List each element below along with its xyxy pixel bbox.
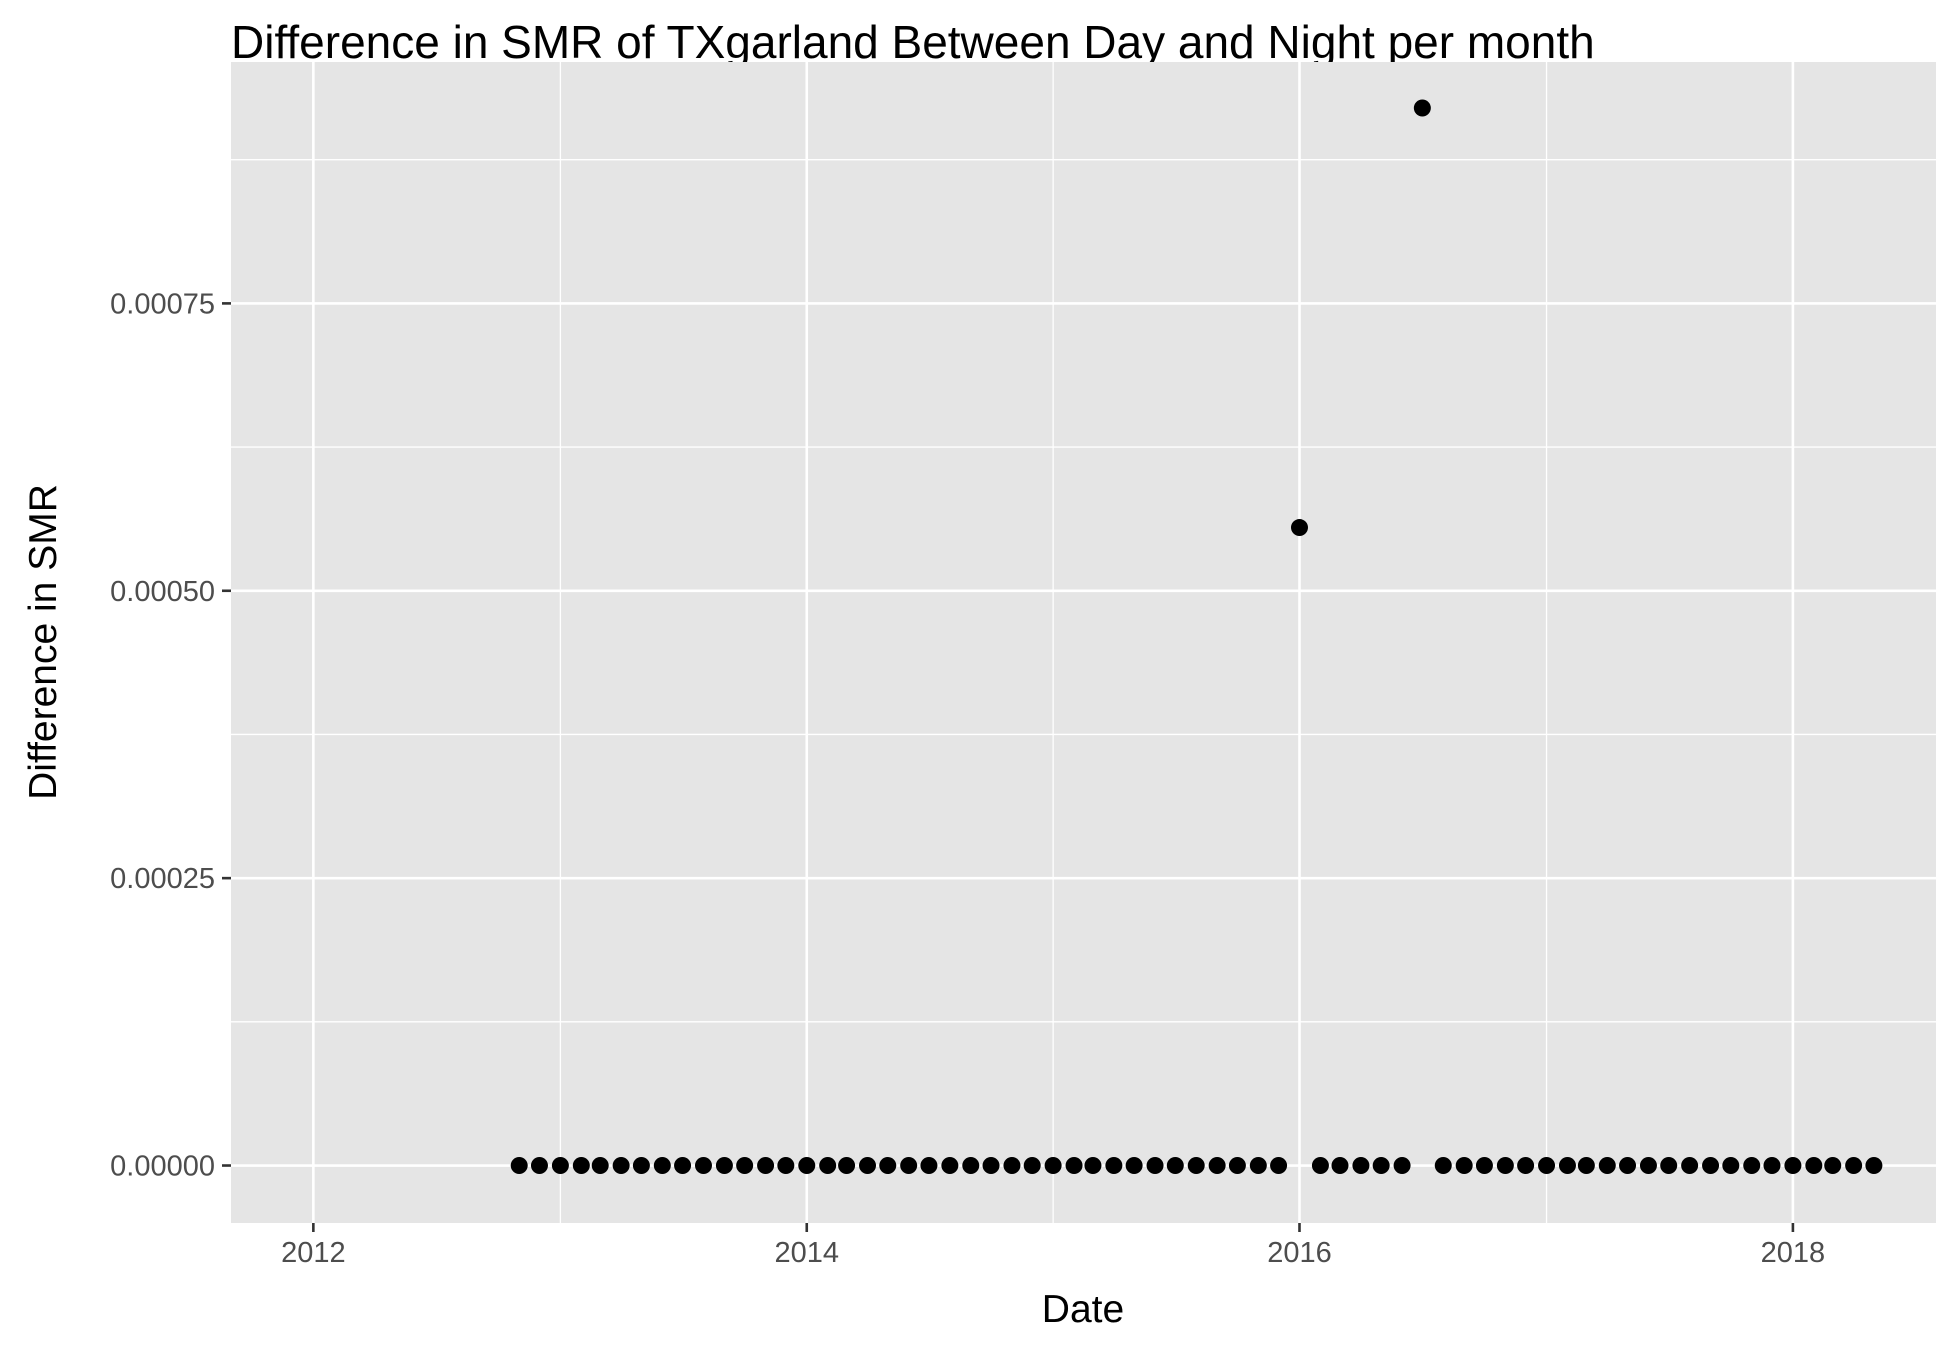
data-point xyxy=(674,1157,692,1175)
data-point xyxy=(1270,1157,1288,1175)
data-point xyxy=(1639,1157,1657,1175)
data-point xyxy=(900,1157,918,1175)
data-point xyxy=(1187,1157,1205,1175)
data-point xyxy=(1743,1157,1761,1175)
data-point xyxy=(1166,1157,1184,1175)
chart-title: Difference in SMR of TXgarland Between D… xyxy=(231,16,1595,68)
data-point xyxy=(819,1157,837,1175)
x-axis: 2012 2014 2016 2018 xyxy=(281,1223,1825,1269)
data-point xyxy=(1805,1157,1823,1175)
x-axis-title: Date xyxy=(1042,1288,1124,1331)
data-point xyxy=(694,1157,712,1175)
y-tick-label: 0.00025 xyxy=(110,863,215,895)
data-point xyxy=(1434,1157,1452,1175)
data-point xyxy=(1598,1157,1616,1175)
data-point xyxy=(982,1157,1000,1175)
data-point xyxy=(1702,1157,1720,1175)
data-point xyxy=(736,1157,754,1175)
data-point xyxy=(1763,1157,1781,1175)
data-point xyxy=(653,1157,671,1175)
data-point xyxy=(1290,519,1308,537)
data-point xyxy=(1249,1157,1267,1175)
minor-gridlines xyxy=(231,62,1936,1223)
data-point xyxy=(530,1157,548,1175)
data-point xyxy=(1455,1157,1473,1175)
data-point xyxy=(941,1157,959,1175)
data-point xyxy=(632,1157,650,1175)
data-point xyxy=(1517,1157,1535,1175)
data-point xyxy=(1084,1157,1102,1175)
data-point xyxy=(1681,1157,1699,1175)
y-tick-label: 0.00075 xyxy=(110,288,215,320)
data-point xyxy=(757,1157,775,1175)
data-point xyxy=(879,1157,897,1175)
data-point xyxy=(962,1157,980,1175)
data-point xyxy=(1660,1157,1678,1175)
data-point xyxy=(1044,1157,1062,1175)
data-point xyxy=(1865,1157,1883,1175)
data-point xyxy=(1208,1157,1226,1175)
data-point xyxy=(1824,1157,1842,1175)
data-point xyxy=(572,1157,590,1175)
y-axis: 0.00000 0.00025 0.00050 0.00075 xyxy=(110,288,231,1183)
data-point xyxy=(777,1157,795,1175)
data-point xyxy=(1619,1157,1637,1175)
data-point xyxy=(1003,1157,1021,1175)
data-point xyxy=(859,1157,877,1175)
data-point xyxy=(591,1157,609,1175)
data-point xyxy=(1125,1157,1143,1175)
data-point xyxy=(1331,1157,1349,1175)
x-tick-label: 2016 xyxy=(1267,1237,1332,1269)
y-tick-label: 0.00000 xyxy=(110,1151,215,1183)
data-point xyxy=(1352,1157,1370,1175)
data-point xyxy=(920,1157,938,1175)
data-point xyxy=(1023,1157,1041,1175)
data-point xyxy=(1496,1157,1514,1175)
data-point xyxy=(612,1157,630,1175)
data-point xyxy=(715,1157,733,1175)
data-point xyxy=(1538,1157,1556,1175)
data-point xyxy=(1784,1157,1802,1175)
data-point xyxy=(798,1157,816,1175)
major-gridlines xyxy=(231,62,1936,1223)
data-point xyxy=(1065,1157,1083,1175)
x-tick-label: 2012 xyxy=(281,1237,346,1269)
y-axis-title: Difference in SMR xyxy=(22,484,65,800)
data-point xyxy=(551,1157,569,1175)
data-point xyxy=(1845,1157,1863,1175)
data-point xyxy=(510,1157,528,1175)
x-tick-label: 2014 xyxy=(775,1237,840,1269)
x-tick-label: 2018 xyxy=(1761,1237,1826,1269)
y-tick-label: 0.00050 xyxy=(110,576,215,608)
plot-panel xyxy=(231,62,1936,1223)
data-point xyxy=(1146,1157,1164,1175)
data-point xyxy=(1558,1157,1576,1175)
data-point xyxy=(1372,1157,1390,1175)
data-point xyxy=(1475,1157,1493,1175)
data-point xyxy=(1105,1157,1123,1175)
data-point xyxy=(1722,1157,1740,1175)
data-point xyxy=(838,1157,856,1175)
data-point xyxy=(1413,99,1431,117)
data-point xyxy=(1311,1157,1329,1175)
data-point xyxy=(1393,1157,1411,1175)
data-point xyxy=(1228,1157,1246,1175)
data-points xyxy=(510,99,1883,1175)
data-point xyxy=(1577,1157,1595,1175)
